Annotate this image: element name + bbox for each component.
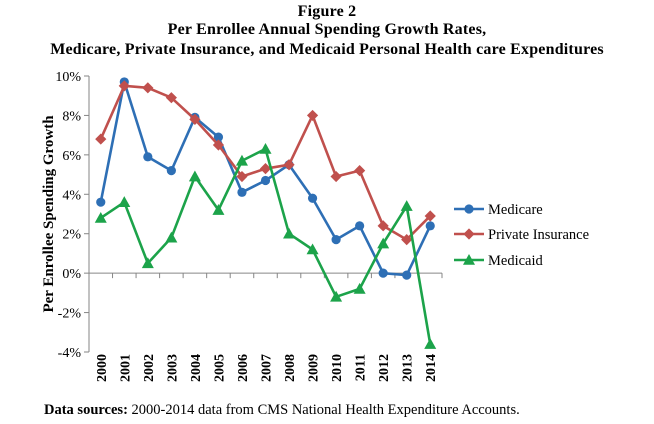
y-tick-label: 2% <box>62 228 81 243</box>
x-tick-label: 2013 <box>401 354 416 382</box>
data-point-medicaid <box>377 237 390 249</box>
data-point-medicare <box>143 152 153 162</box>
data-point-medicaid <box>235 154 248 166</box>
data-point-medicaid <box>306 243 319 255</box>
x-tick-label: 2001 <box>118 354 133 382</box>
y-tick-label: 0% <box>62 267 81 282</box>
legend-marker-private-insurance <box>463 228 475 240</box>
y-tick-label: 8% <box>62 109 81 124</box>
data-point-private-insurance <box>236 170 248 183</box>
data-point-medicaid <box>353 282 366 294</box>
data-point-private-insurance <box>377 220 389 232</box>
data-point-private-insurance <box>212 139 225 151</box>
x-tick-label: 2012 <box>377 354 392 382</box>
chart-title-line2: Medicare, Private Insurance, and Medicai… <box>50 41 604 58</box>
x-tick-label: 2010 <box>330 354 345 382</box>
data-point-private-insurance <box>95 133 107 145</box>
data-point-private-insurance <box>283 159 295 171</box>
x-tick-label: 2011 <box>354 354 369 381</box>
data-point-private-insurance <box>118 80 130 92</box>
data-point-medicaid <box>165 231 178 243</box>
data-point-medicaid <box>141 257 154 269</box>
data-point-medicaid <box>330 290 343 302</box>
data-point-private-insurance <box>165 92 177 104</box>
data-point-private-insurance <box>306 109 319 122</box>
data-point-medicare <box>425 221 435 231</box>
y-tick-label: 6% <box>62 149 81 164</box>
series-line-private-insurance <box>99 84 432 241</box>
data-point-private-insurance <box>354 165 366 177</box>
data-point-private-insurance <box>189 113 201 125</box>
data-point-medicare <box>331 235 341 245</box>
data-point-private-insurance <box>330 170 342 183</box>
source-label: Data sources: <box>44 402 128 418</box>
data-point-medicare <box>237 187 247 197</box>
x-tick-label: 2003 <box>165 354 180 382</box>
x-tick-label: 2014 <box>424 354 439 382</box>
data-point-medicare <box>402 270 412 280</box>
x-tick-label: 2004 <box>189 354 204 382</box>
figure-label: Figure 2 <box>297 3 357 20</box>
data-point-medicaid <box>212 204 225 215</box>
x-tick-label: 2006 <box>236 354 251 382</box>
data-point-medicaid <box>118 196 131 207</box>
data-point-medicaid <box>94 211 107 223</box>
data-point-medicare <box>213 132 224 142</box>
y-tick-label: -2% <box>58 307 82 322</box>
x-tick-label: 2002 <box>142 354 157 382</box>
x-tick-label: 2008 <box>283 354 298 382</box>
x-tick-label: 2005 <box>212 354 227 382</box>
legend-marker-medicare <box>464 204 474 214</box>
source-note: Data sources: 2000-2014 data from CMS Na… <box>44 402 520 419</box>
y-tick-label: -4% <box>58 346 82 361</box>
chart-title-line1: Per Enrollee Annual Spending Growth Rate… <box>167 21 487 38</box>
data-point-private-insurance <box>424 210 436 222</box>
data-point-private-insurance <box>142 82 154 94</box>
source-text: 2000-2014 data from CMS National Health … <box>127 402 520 418</box>
x-tick-label: 2009 <box>307 354 322 382</box>
y-axis-title: Per Enrollee Spending Growth <box>41 115 57 313</box>
data-point-medicare <box>260 175 271 186</box>
data-point-medicare <box>96 197 106 207</box>
data-point-medicare <box>355 221 365 231</box>
y-tick-label: 10% <box>55 70 81 85</box>
data-point-medicaid <box>259 142 272 154</box>
legend-label-medicaid: Medicaid <box>488 253 544 269</box>
data-point-private-insurance <box>259 163 272 175</box>
legend-label-medicare: Medicare <box>488 202 543 218</box>
data-point-medicaid <box>400 200 413 211</box>
data-point-medicare <box>307 193 318 203</box>
x-tick-label: 2007 <box>260 354 275 382</box>
y-tick-label: 4% <box>62 188 81 203</box>
data-point-medicaid <box>283 227 296 239</box>
legend-marker-medicaid <box>463 254 475 265</box>
data-point-medicare <box>378 268 388 278</box>
data-point-medicaid <box>188 170 201 182</box>
data-point-medicare <box>166 166 176 176</box>
x-tick-label: 2000 <box>95 354 110 382</box>
data-point-private-insurance <box>401 234 413 246</box>
data-point-medicaid <box>424 338 437 349</box>
legend-label-private-insurance: Private Insurance <box>488 227 589 243</box>
